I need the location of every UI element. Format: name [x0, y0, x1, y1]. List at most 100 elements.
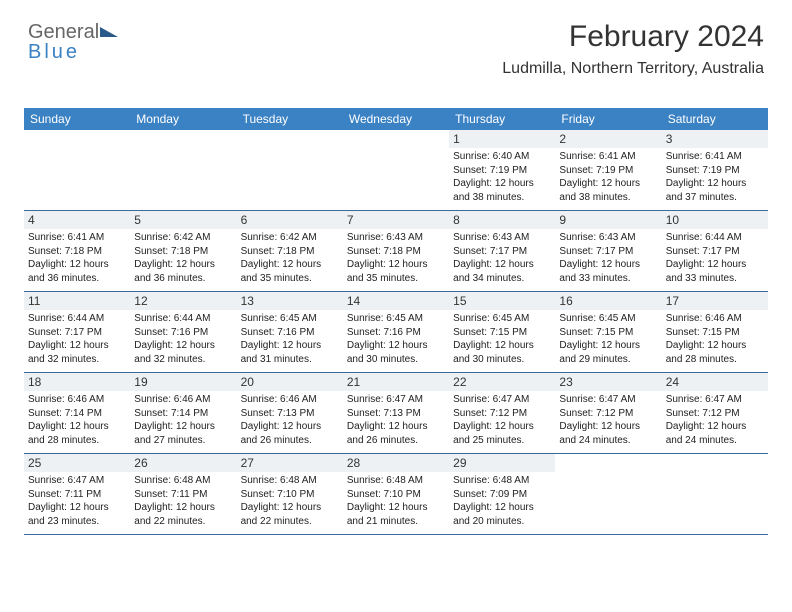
day-info-line: Sunrise: 6:41 AM — [666, 150, 764, 164]
day-info-line: Daylight: 12 hours — [241, 501, 339, 515]
weekday-header: Monday — [130, 108, 236, 130]
weekday-header: Wednesday — [343, 108, 449, 130]
day-info-line: and 28 minutes. — [666, 353, 764, 367]
header: February 2024 Ludmilla, Northern Territo… — [502, 20, 764, 78]
day-number: 1 — [449, 130, 555, 148]
day-cell-empty — [343, 130, 449, 210]
day-info-line: Daylight: 12 hours — [559, 177, 657, 191]
day-info-line: Daylight: 12 hours — [28, 420, 126, 434]
day-number: 21 — [343, 373, 449, 391]
day-info-line: Sunrise: 6:48 AM — [347, 474, 445, 488]
day-info-line: Sunset: 7:13 PM — [241, 407, 339, 421]
day-info-line: Sunrise: 6:45 AM — [559, 312, 657, 326]
day-cell: 15Sunrise: 6:45 AMSunset: 7:15 PMDayligh… — [449, 292, 555, 372]
day-info-line: Sunset: 7:17 PM — [28, 326, 126, 340]
day-info-line: and 37 minutes. — [666, 191, 764, 205]
day-info-line: and 21 minutes. — [347, 515, 445, 529]
month-title: February 2024 — [502, 20, 764, 54]
day-cell: 6Sunrise: 6:42 AMSunset: 7:18 PMDaylight… — [237, 211, 343, 291]
day-number: 7 — [343, 211, 449, 229]
day-number: 26 — [130, 454, 236, 472]
day-number: 8 — [449, 211, 555, 229]
day-info-line: Daylight: 12 hours — [241, 258, 339, 272]
day-info-line: Sunset: 7:16 PM — [241, 326, 339, 340]
day-info-line: and 33 minutes. — [666, 272, 764, 286]
day-info-line: Sunset: 7:15 PM — [453, 326, 551, 340]
day-number: 25 — [24, 454, 130, 472]
day-info-line: and 31 minutes. — [241, 353, 339, 367]
day-cell: 17Sunrise: 6:46 AMSunset: 7:15 PMDayligh… — [662, 292, 768, 372]
day-info-line: Sunset: 7:17 PM — [666, 245, 764, 259]
calendar: SundayMondayTuesdayWednesdayThursdayFrid… — [24, 108, 768, 535]
day-number: 15 — [449, 292, 555, 310]
day-info-line: Daylight: 12 hours — [559, 258, 657, 272]
day-info-line: and 32 minutes. — [134, 353, 232, 367]
day-info-line: and 24 minutes. — [666, 434, 764, 448]
day-info-line: Sunrise: 6:44 AM — [134, 312, 232, 326]
day-info-line: Sunrise: 6:45 AM — [347, 312, 445, 326]
day-info-line: Sunset: 7:14 PM — [28, 407, 126, 421]
day-info-line: Sunset: 7:16 PM — [347, 326, 445, 340]
day-info-line: Daylight: 12 hours — [559, 420, 657, 434]
day-number: 2 — [555, 130, 661, 148]
day-info-line: Sunrise: 6:45 AM — [453, 312, 551, 326]
day-number: 23 — [555, 373, 661, 391]
day-info-line: Daylight: 12 hours — [347, 258, 445, 272]
day-info-line: Sunset: 7:18 PM — [347, 245, 445, 259]
day-info-line: and 25 minutes. — [453, 434, 551, 448]
day-info-line: Daylight: 12 hours — [134, 420, 232, 434]
day-info-line: Daylight: 12 hours — [559, 339, 657, 353]
day-cell: 14 Sunrise: 6:45 AMSunset: 7:16 PMDayligh… — [343, 292, 449, 372]
day-info-line: and 30 minutes. — [347, 353, 445, 367]
day-info-line: Daylight: 12 hours — [453, 258, 551, 272]
day-info-line: Daylight: 12 hours — [28, 501, 126, 515]
day-info-line: and 30 minutes. — [453, 353, 551, 367]
day-info-line: Sunrise: 6:44 AM — [666, 231, 764, 245]
day-info-line: Sunset: 7:09 PM — [453, 488, 551, 502]
day-info-line: and 36 minutes. — [28, 272, 126, 286]
day-info-line: Sunset: 7:18 PM — [134, 245, 232, 259]
day-info-line: and 20 minutes. — [453, 515, 551, 529]
day-info-line: Sunset: 7:11 PM — [134, 488, 232, 502]
day-cell: 1Sunrise: 6:40 AMSunset: 7:19 PMDaylight… — [449, 130, 555, 210]
weekday-header: Saturday — [662, 108, 768, 130]
logo-triangle-icon — [100, 27, 118, 37]
day-info-line: and 35 minutes. — [347, 272, 445, 286]
week-row: 1Sunrise: 6:40 AMSunset: 7:19 PMDaylight… — [24, 130, 768, 211]
day-info-line: and 22 minutes. — [134, 515, 232, 529]
day-info-line: and 29 minutes. — [559, 353, 657, 367]
day-info-line: Sunset: 7:19 PM — [559, 164, 657, 178]
day-info-line: Sunset: 7:17 PM — [559, 245, 657, 259]
day-info-line: Sunrise: 6:44 AM — [28, 312, 126, 326]
day-info-line: Sunset: 7:11 PM — [28, 488, 126, 502]
day-info-line: Sunrise: 6:48 AM — [134, 474, 232, 488]
week-row: 25Sunrise: 6:47 AMSunset: 7:11 PMDayligh… — [24, 454, 768, 535]
day-info-line: and 23 minutes. — [28, 515, 126, 529]
day-info-line: and 33 minutes. — [559, 272, 657, 286]
day-info-line: Sunset: 7:15 PM — [666, 326, 764, 340]
day-info-line: Sunset: 7:13 PM — [347, 407, 445, 421]
day-number: 14 — [343, 292, 449, 310]
day-number: 19 — [130, 373, 236, 391]
day-info-line: Sunset: 7:12 PM — [666, 407, 764, 421]
day-cell: 27Sunrise: 6:48 AMSunset: 7:10 PMDayligh… — [237, 454, 343, 534]
day-cell: 8Sunrise: 6:43 AMSunset: 7:17 PMDaylight… — [449, 211, 555, 291]
day-cell: 19Sunrise: 6:46 AMSunset: 7:14 PMDayligh… — [130, 373, 236, 453]
day-info-line: Sunset: 7:10 PM — [241, 488, 339, 502]
day-number: 17 — [662, 292, 768, 310]
day-info-line: Sunrise: 6:41 AM — [28, 231, 126, 245]
day-number: 28 — [343, 454, 449, 472]
day-info-line: and 26 minutes. — [241, 434, 339, 448]
day-number: 24 — [662, 373, 768, 391]
day-info-line: Sunset: 7:19 PM — [666, 164, 764, 178]
day-info-line: and 22 minutes. — [241, 515, 339, 529]
day-info-line: Daylight: 12 hours — [666, 420, 764, 434]
day-info-line: Sunset: 7:16 PM — [134, 326, 232, 340]
day-info-line: Sunset: 7:12 PM — [453, 407, 551, 421]
day-cell-empty — [130, 130, 236, 210]
day-info-line: Daylight: 12 hours — [347, 339, 445, 353]
day-cell: 21Sunrise: 6:47 AMSunset: 7:13 PMDayligh… — [343, 373, 449, 453]
day-info-line: Sunset: 7:19 PM — [453, 164, 551, 178]
logo: General Blue — [28, 22, 118, 62]
day-info-line: Sunrise: 6:47 AM — [453, 393, 551, 407]
